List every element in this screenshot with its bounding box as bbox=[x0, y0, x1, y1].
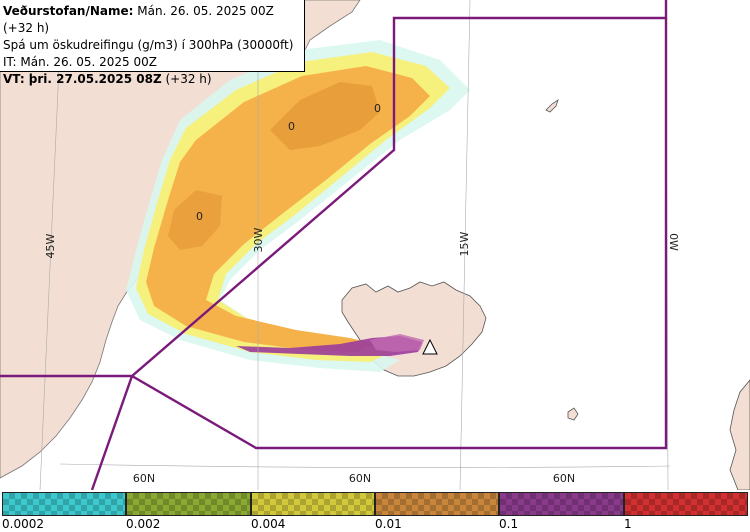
lat-label-60n-center: 60N bbox=[349, 472, 371, 485]
legend-tick-2: 0.004 bbox=[251, 517, 286, 531]
issue-time: IT: Mán. 26. 05. 2025 00Z bbox=[3, 55, 157, 69]
valid-time-label: VT: þri. 27.05.2025 08Z bbox=[3, 72, 162, 86]
meridian-15w bbox=[459, 0, 471, 490]
lat-label-60n-west: 60N bbox=[133, 472, 155, 485]
legend-swatch-5 bbox=[624, 492, 748, 516]
legend-tick-3: 0.01 bbox=[375, 517, 402, 531]
norway-land bbox=[729, 379, 750, 490]
valid-time-line: VT: þri. 27.05.2025 08Z (+32 h) bbox=[3, 71, 304, 88]
concentration-legend: 0.0002 0.002 0.004 0.01 0.1 1 bbox=[0, 490, 750, 532]
legend-tick-0: 0.0002 bbox=[2, 517, 44, 531]
fir-boundary-line-west bbox=[90, 375, 134, 490]
lon-label-30w: 30W bbox=[252, 227, 265, 252]
ash-mid-band bbox=[146, 66, 430, 352]
valid-time-offset: (+32 h) bbox=[161, 72, 212, 86]
legend-swatch-2 bbox=[251, 492, 375, 516]
legend-swatch-0 bbox=[2, 492, 126, 516]
issuer-line: Veðurstofan/Name: Mán. 26. 05. 2025 00Z … bbox=[3, 3, 304, 37]
contour-label: 0 bbox=[196, 210, 203, 223]
volcano-triangle-icon bbox=[422, 338, 438, 355]
legend-swatch-1 bbox=[126, 492, 251, 516]
ash-high-band bbox=[270, 82, 380, 150]
contour-label: 0 bbox=[374, 102, 381, 115]
meridian-45w bbox=[39, 0, 63, 490]
lon-label-15w: 15W bbox=[458, 231, 471, 256]
parallel-60n bbox=[59, 463, 671, 468]
map-canvas[interactable]: 0 0 0 45W 30W 15W 0W 60N 60N 60N bbox=[0, 0, 750, 490]
lon-label-0w: 0W bbox=[667, 233, 680, 251]
legend-tick-4: 0.1 bbox=[499, 517, 519, 531]
lat-label-60n-east: 60N bbox=[553, 472, 575, 485]
lon-label-45w: 45W bbox=[44, 233, 57, 258]
legend-swatch-3 bbox=[375, 492, 499, 516]
ash-high-band-west bbox=[168, 190, 222, 250]
issuer-label: Veðurstofan/Name: bbox=[3, 4, 134, 18]
contour-label: 0 bbox=[288, 120, 295, 133]
faroe-islands-land bbox=[567, 407, 579, 421]
fir-boundary-line-south bbox=[131, 18, 668, 450]
legend-swatch-4 bbox=[499, 492, 624, 516]
product-title: Spá um öskudreifingu (g/m3) í 300hPa (30… bbox=[3, 38, 294, 52]
issuer-value: Mán. 26. 05. 2025 00Z (+32 h) bbox=[3, 4, 274, 35]
fir-boundary-line bbox=[0, 0, 668, 378]
ash-core-inner bbox=[370, 334, 424, 352]
jan-mayen-land bbox=[545, 99, 559, 113]
forecast-info-box: Veðurstofan/Name: Mán. 26. 05. 2025 00Z … bbox=[0, 0, 305, 86]
legend-tick-5: 1 bbox=[624, 517, 632, 531]
legend-tick-1: 0.002 bbox=[126, 517, 161, 531]
